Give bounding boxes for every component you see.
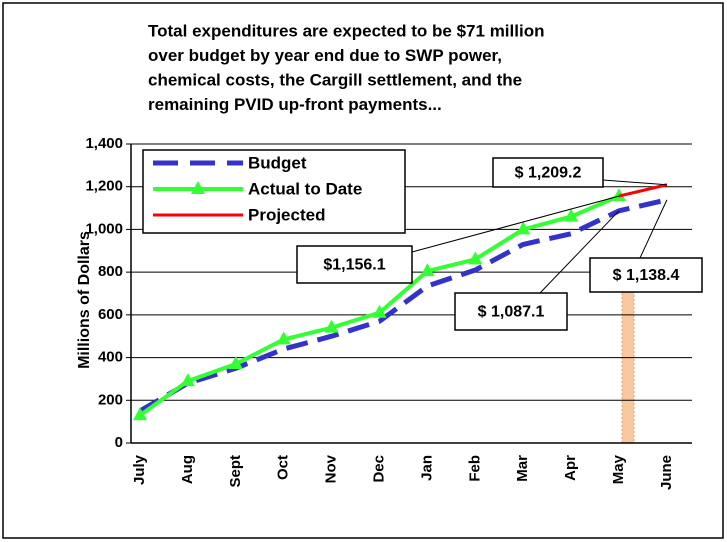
y-axis-label: Millions of Dollars [76, 231, 93, 369]
series-marker [516, 221, 531, 235]
series-marker [276, 331, 291, 345]
series-marker [180, 373, 195, 387]
x-tick-label: Dec [370, 455, 387, 483]
x-tick-label: Feb [466, 455, 483, 482]
callout-leader [411, 195, 620, 253]
legend-label: Projected [248, 205, 325, 224]
y-tick-label: 800 [98, 263, 123, 280]
x-tick-label: July [131, 454, 148, 485]
chart-title: over budget by year end due to SWP power… [148, 46, 502, 65]
data-label: $1,156.1 [323, 257, 385, 274]
chart-title: chemical costs, the Cargill settlement, … [148, 70, 522, 89]
y-tick-label: 0 [115, 434, 123, 451]
callout-box [492, 157, 604, 188]
series-marker [468, 251, 483, 265]
x-tick-label: Oct [275, 455, 292, 480]
legend-box [142, 149, 406, 234]
series-marker [564, 208, 579, 222]
data-label: $ 1,087.1 [478, 304, 545, 321]
y-tick-label: 1,400 [85, 135, 123, 152]
data-label: $ 1,209.2 [515, 165, 582, 182]
series-marker [372, 304, 387, 318]
y-tick-label: 400 [98, 349, 123, 366]
x-tick-label: Nov [323, 454, 340, 483]
x-tick-label: Jan [418, 455, 435, 481]
x-tick-label: June [658, 455, 675, 490]
x-tick-label: Sept [227, 455, 244, 488]
chart-title: Total expenditures are expected to be $7… [148, 21, 544, 40]
series-line [138, 197, 668, 414]
series-marker [420, 263, 435, 277]
y-tick-label: 200 [98, 391, 123, 408]
legend-label: Actual to Date [248, 179, 362, 198]
x-tick-label: Apr [562, 455, 579, 481]
callout-box [454, 292, 568, 331]
x-tick-label: Mar [514, 455, 531, 482]
callout-leader [539, 210, 620, 294]
series-line [618, 183, 668, 198]
x-tick-label: May [610, 454, 627, 484]
series-marker [133, 407, 147, 421]
x-tick-label: Aug [179, 455, 196, 484]
legend-marker [191, 181, 205, 194]
legend-label: Budget [248, 153, 307, 172]
data-label: $ 1,138.4 [613, 267, 680, 284]
callout-box [296, 245, 413, 284]
chart-title: remaining PVID up-front payments... [148, 95, 442, 114]
callout-leader [602, 179, 667, 186]
y-tick-label: 1,200 [85, 178, 123, 195]
series-marker [324, 319, 339, 333]
series-marker [228, 355, 243, 369]
highlight-band [621, 286, 635, 444]
callout-leader [639, 199, 668, 259]
y-tick-label: 600 [98, 306, 123, 323]
y-tick-label: 1,000 [85, 220, 123, 237]
callout-box [589, 257, 703, 293]
